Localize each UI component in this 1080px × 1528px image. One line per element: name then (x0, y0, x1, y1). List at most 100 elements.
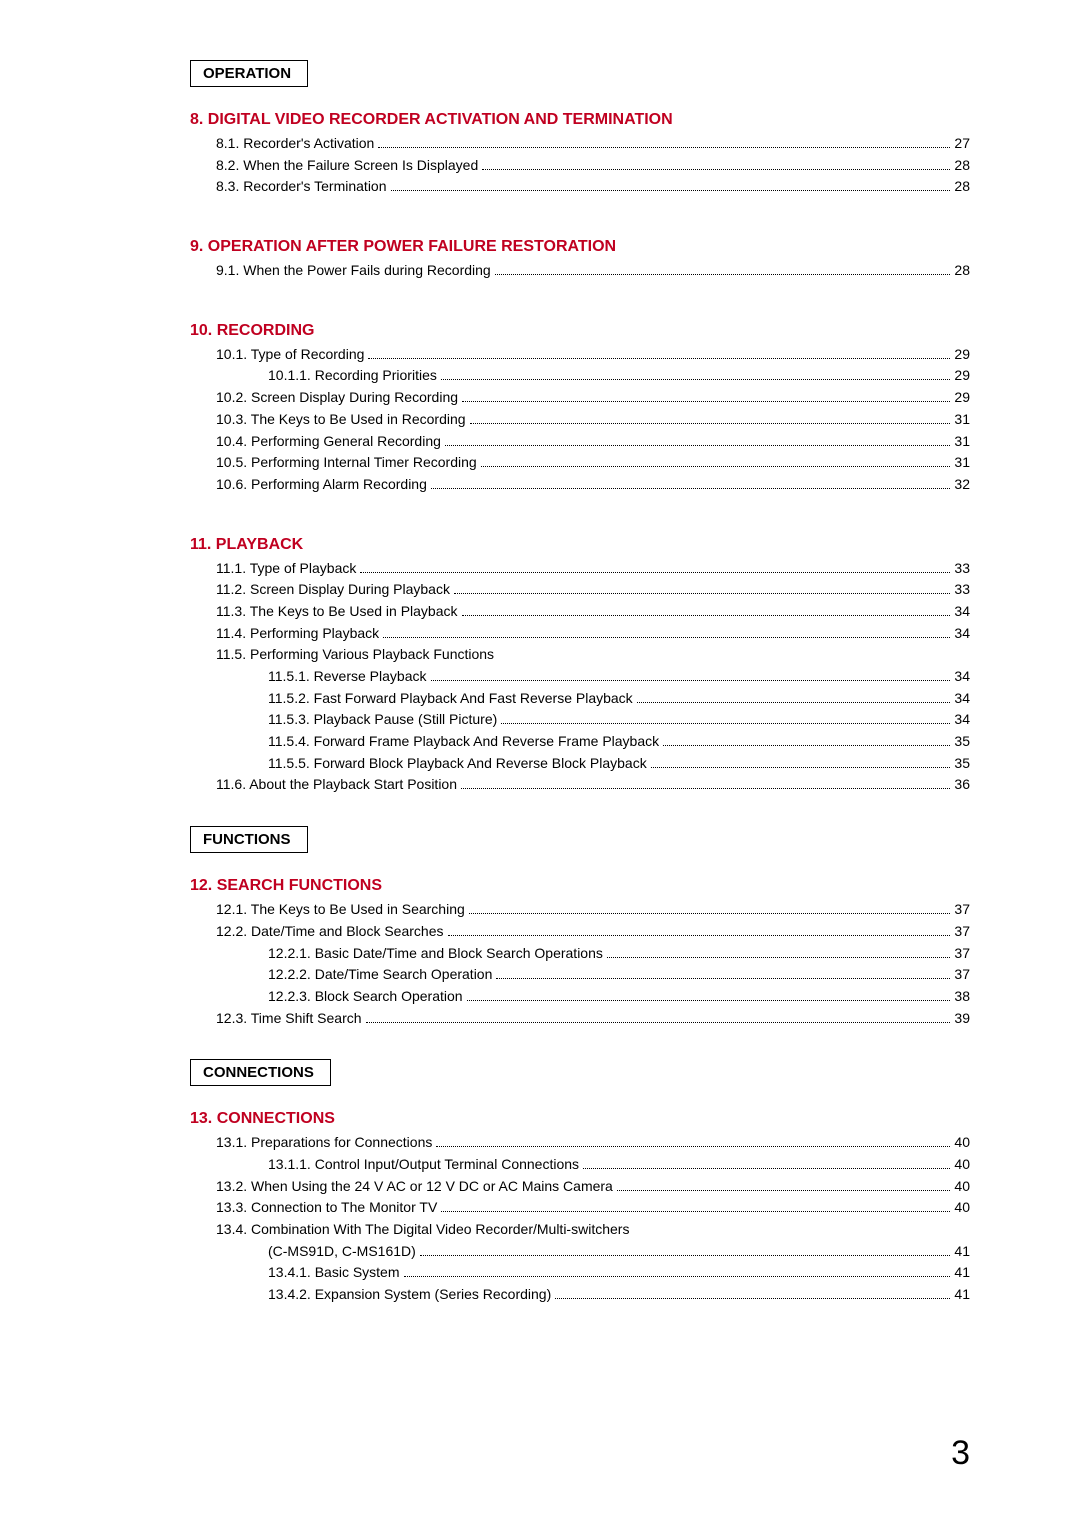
toc-page-number: 29 (954, 387, 970, 409)
toc-entry: 11.2. Screen Display During Playback 33 (190, 579, 970, 601)
toc-leader-dots (496, 978, 950, 979)
toc-label: 10.2. Screen Display During Recording (216, 387, 458, 409)
toc-entry: 12.2.1. Basic Date/Time and Block Search… (190, 943, 970, 965)
toc-label: 11.5.1. Reverse Playback (268, 666, 427, 688)
toc-leader-dots (431, 488, 951, 489)
toc-page-number: 37 (954, 943, 970, 965)
chapter-block: 13. CONNECTIONS 13.1. Preparations for Co… (190, 1110, 970, 1306)
toc-label: 10.1.1. Recording Priorities (268, 365, 437, 387)
toc-leader-dots (368, 358, 950, 359)
chapter-block: 12. SEARCH FUNCTIONS12.1. The Keys to Be… (190, 877, 970, 1029)
toc-leader-dots (391, 190, 951, 191)
toc-leader-dots (481, 466, 951, 467)
toc-page-number: 40 (954, 1197, 970, 1219)
toc-leader-dots (404, 1276, 951, 1277)
toc-entry: 8.1. Recorder's Activation 27 (190, 133, 970, 155)
toc-leader-dots (383, 637, 950, 638)
toc-entry: 10.5. Performing Internal Timer Recordin… (190, 452, 970, 474)
toc-label: 11.5. Performing Various Playback Functi… (216, 644, 494, 666)
toc-entry: 13.4.2. Expansion System (Series Recordi… (190, 1284, 970, 1306)
toc-label: 10.1. Type of Recording (216, 344, 364, 366)
chapter-heading: 10. RECORDING (190, 322, 970, 340)
toc-page-number: 34 (954, 623, 970, 645)
toc-entry: 12.1. The Keys to Be Used in Searching 3… (190, 899, 970, 921)
toc-page-number: 39 (954, 1008, 970, 1030)
toc-entry: 8.3. Recorder's Termination 28 (190, 176, 970, 198)
toc-label: 13.2. When Using the 24 V AC or 12 V DC … (216, 1176, 613, 1198)
toc-entry: 13.3. Connection to The Monitor TV 40 (190, 1197, 970, 1219)
toc-entry: 11.5. Performing Various Playback Functi… (190, 644, 970, 666)
toc-label: 10.3. The Keys to Be Used in Recording (216, 409, 466, 431)
toc-leader-dots (637, 702, 951, 703)
toc-page-number: 34 (954, 709, 970, 731)
toc-page-number: 36 (954, 774, 970, 796)
toc-leader-dots (462, 401, 950, 402)
toc-page-number: 28 (954, 260, 970, 282)
toc-page-number: 34 (954, 666, 970, 688)
toc-entry: 10.2. Screen Display During Recording 29 (190, 387, 970, 409)
toc-label: 10.4. Performing General Recording (216, 431, 441, 453)
toc-page-number: 41 (954, 1262, 970, 1284)
toc-page-number: 31 (954, 452, 970, 474)
toc-entry: 10.4. Performing General Recording 31 (190, 431, 970, 453)
toc-label: 12.2.2. Date/Time Search Operation (268, 964, 492, 986)
toc-entry: 9.1. When the Power Fails during Recordi… (190, 260, 970, 282)
toc-entry: 11.1. Type of Playback 33 (190, 558, 970, 580)
chapter-block: 11. PLAYBACK11.1. Type of Playback 3311.… (190, 536, 970, 797)
toc-label: 12.2.1. Basic Date/Time and Block Search… (268, 943, 603, 965)
toc-label: 13.3. Connection to The Monitor TV (216, 1197, 437, 1219)
toc-page-number: 27 (954, 133, 970, 155)
toc-leader-dots (420, 1255, 951, 1256)
toc-leader-dots (555, 1298, 950, 1299)
section-box: OPERATION (190, 60, 308, 87)
toc-label: 11.3. The Keys to Be Used in Playback (216, 601, 458, 623)
toc-entry: 13.4. Combination With The Digital Video… (190, 1219, 970, 1241)
toc-leader-dots (583, 1168, 950, 1169)
toc-page-number: 37 (954, 899, 970, 921)
toc-page-number: 40 (954, 1176, 970, 1198)
toc-entry: 13.1. Preparations for Connections 40 (190, 1132, 970, 1154)
toc-page-number: 33 (954, 558, 970, 580)
toc-label: 13.4. Combination With The Digital Video… (216, 1219, 629, 1241)
toc-leader-dots (470, 423, 951, 424)
toc-page-number: 40 (954, 1132, 970, 1154)
toc-leader-dots (467, 1000, 951, 1001)
toc-label: 13.4.1. Basic System (268, 1262, 400, 1284)
toc-entry: 11.5.1. Reverse Playback 34 (190, 666, 970, 688)
toc-entry: 10.6. Performing Alarm Recording 32 (190, 474, 970, 496)
toc-entry: 11.5.5. Forward Block Playback And Rever… (190, 753, 970, 775)
toc-entry: 12.3. Time Shift Search 39 (190, 1008, 970, 1030)
toc-page-number: 40 (954, 1154, 970, 1176)
toc-label: 11.6. About the Playback Start Position (216, 774, 457, 796)
toc-entry: 11.5.3. Playback Pause (Still Picture) 3… (190, 709, 970, 731)
toc-leader-dots (378, 147, 950, 148)
toc-leader-dots (482, 169, 950, 170)
toc-label: 11.5.4. Forward Frame Playback And Rever… (268, 731, 659, 753)
toc-page-number: 33 (954, 579, 970, 601)
section-box: FUNCTIONS (190, 826, 308, 853)
toc-leader-dots (445, 445, 951, 446)
toc-leader-dots (462, 615, 951, 616)
toc-leader-dots (448, 935, 951, 936)
toc-label: 10.6. Performing Alarm Recording (216, 474, 427, 496)
toc-content: OPERATION8. DIGITAL VIDEO RECORDER ACTIV… (190, 60, 970, 1336)
toc-leader-dots (495, 274, 951, 275)
toc-page-number: 37 (954, 921, 970, 943)
toc-entry: 12.2.3. Block Search Operation 38 (190, 986, 970, 1008)
toc-page-number: 37 (954, 964, 970, 986)
toc-label: 11.1. Type of Playback (216, 558, 356, 580)
toc-label: 11.5.3. Playback Pause (Still Picture) (268, 709, 497, 731)
toc-page-number: 31 (954, 431, 970, 453)
chapter-heading: 13. CONNECTIONS (190, 1110, 970, 1128)
toc-label: 9.1. When the Power Fails during Recordi… (216, 260, 491, 282)
toc-entry: (C-MS91D, C-MS161D) 41 (190, 1241, 970, 1263)
chapter-block: 10. RECORDING10.1. Type of Recording 291… (190, 322, 970, 496)
toc-page-number: 34 (954, 688, 970, 710)
toc-entry: 10.3. The Keys to Be Used in Recording 3… (190, 409, 970, 431)
toc-label: 12.2. Date/Time and Block Searches (216, 921, 444, 943)
toc-leader-dots (651, 767, 951, 768)
toc-entry: 11.5.4. Forward Frame Playback And Rever… (190, 731, 970, 753)
toc-label: 11.5.5. Forward Block Playback And Rever… (268, 753, 647, 775)
toc-label: 13.1. Preparations for Connections (216, 1132, 432, 1154)
chapter-heading: 11. PLAYBACK (190, 536, 970, 554)
